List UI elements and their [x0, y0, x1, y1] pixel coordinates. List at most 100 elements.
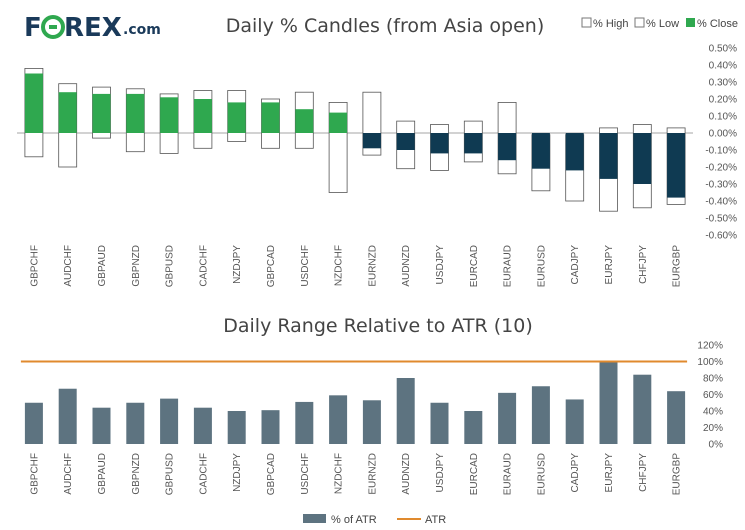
atr-x-tick-label: NZDCHF [334, 453, 345, 494]
candle-x-tick-label: NZDJPY [232, 245, 243, 284]
atr-x-tick-label: USDJPY [435, 453, 446, 493]
candle-y-tick-label: 0.00% [709, 129, 737, 140]
candle-chart-title: Daily % Candles (from Asia open) [226, 15, 544, 37]
candle-x-tick-label: USDJPY [435, 245, 446, 285]
atr-x-tick-label: GBPCAD [266, 453, 277, 495]
candle-y-tick-label: 0.20% [709, 95, 737, 106]
candle-close-nzdchf [329, 112, 348, 133]
candle-close-usdchf [295, 109, 314, 133]
atr-chart-title: Daily Range Relative to ATR (10) [223, 315, 533, 337]
candle-x-tick-label: EURJPY [604, 245, 615, 285]
atr-bar-chfjpy [633, 374, 652, 444]
atr-y-tick-label: 80% [703, 374, 723, 385]
legend-close-label: % Close [697, 18, 738, 30]
atr-x-tick-label: GBPUSD [165, 453, 176, 495]
atr-bar-audnzd [396, 378, 415, 444]
candle-close-eurgbp [667, 133, 686, 198]
candle-x-tick-label: GBPNZD [131, 245, 142, 287]
candle-close-gbpusd [160, 97, 179, 133]
logo-text-f: F [24, 13, 42, 43]
candle-close-nzdjpy [227, 102, 246, 133]
candle-close-cadchf [193, 99, 212, 133]
candle-close-cadjpy [565, 133, 584, 171]
candle-close-eurnzd [362, 133, 381, 149]
candle-y-tick-label: -0.30% [705, 180, 737, 191]
candle-y-tick-label: -0.40% [705, 197, 737, 208]
candle-y-tick-label: 0.10% [709, 112, 737, 123]
candle-x-tick-label: GBPAUD [97, 245, 108, 287]
atr-bar-series [24, 362, 686, 444]
candle-x-tick-label: CADJPY [570, 245, 581, 285]
logo-text-suffix: .com [123, 22, 161, 38]
legend-high-label: % High [593, 18, 628, 30]
candle-y-tick-label: -0.10% [705, 146, 737, 157]
candle-y-tick-label: 0.30% [709, 78, 737, 89]
atr-bar-eurjpy [599, 362, 618, 444]
atr-bar-eurnzd [362, 400, 381, 444]
atr-x-tick-label: GBPAUD [97, 453, 108, 495]
candle-close-gbpcad [261, 102, 280, 133]
atr-legend: % of ATR ATR [303, 514, 446, 526]
candle-close-audnzd [396, 133, 415, 150]
atr-x-tick-label: EURUSD [536, 453, 547, 495]
atr-x-tick-label: CADJPY [570, 453, 581, 493]
candle-close-eurjpy [599, 133, 618, 179]
candle-x-tick-label: EURNZD [367, 245, 378, 287]
candle-y-tick-label: 0.50% [709, 44, 737, 55]
candle-x-tick-label: GBPCAD [266, 245, 277, 287]
atr-x-tick-label: GBPCHF [29, 453, 40, 495]
candle-x-tick-label: EURAUD [503, 245, 514, 287]
atr-bar-gbpusd [160, 398, 179, 444]
candle-y-tick-label: -0.60% [705, 231, 737, 242]
candle-x-tick-label: EURCAD [469, 245, 480, 287]
candle-x-tick-label: USDCHF [300, 245, 311, 287]
atr-y-axis: 120% 100% 80% 60% 40% 20% 0% [697, 341, 723, 451]
candle-close-eurusd [531, 133, 550, 169]
candle-x-tick-label: AUDCHF [63, 245, 74, 287]
legend-low-label: % Low [646, 18, 679, 30]
atr-bar-eurusd [531, 386, 550, 444]
atr-x-tick-label: USDCHF [300, 453, 311, 495]
atr-x-tick-label: NZDJPY [232, 453, 243, 492]
atr-bar-usdchf [295, 401, 314, 444]
candle-y-tick-label: -0.50% [705, 214, 737, 225]
atr-bar-nzdchf [329, 395, 348, 444]
candle-close-euraud [498, 133, 517, 161]
atr-bar-gbpcad [261, 410, 280, 444]
atr-x-tick-label: EURJPY [604, 453, 615, 493]
candle-close-gbpaud [92, 93, 111, 133]
candle-x-tick-label: EURGBP [672, 245, 683, 288]
atr-bar-euraud [498, 392, 517, 444]
legend-atr-bar-swatch [303, 514, 326, 523]
atr-y-tick-label: 100% [697, 357, 723, 368]
candle-x-tick-label: EURUSD [536, 245, 547, 287]
atr-y-tick-label: 0% [709, 440, 724, 451]
atr-y-tick-label: 120% [697, 341, 723, 352]
candle-y-tick-label: 0.40% [709, 61, 737, 72]
candle-x-tick-label: GBPUSD [165, 245, 176, 287]
legend-high-swatch [581, 17, 592, 28]
legend-low-swatch [634, 17, 645, 28]
atr-bar-eurcad [464, 411, 483, 444]
candle-y-axis: 0.50% 0.40% 0.30% 0.20% 0.10% 0.00% -0.10% -0.2… [705, 44, 737, 242]
candle-legend: % High % Low % Close [581, 17, 738, 30]
candle-close-usdjpy [430, 133, 449, 154]
atr-x-tick-label: GBPNZD [131, 453, 142, 495]
candle-series [24, 68, 686, 212]
candle-x-tick-label: CADCHF [198, 245, 209, 287]
atr-bar-gbpnzd [126, 402, 145, 444]
atr-y-tick-label: 40% [703, 407, 723, 418]
candle-close-chfjpy [633, 133, 652, 184]
candle-close-gbpchf [24, 73, 43, 133]
candle-close-eurcad [464, 133, 483, 154]
candle-x-tick-label: CHFJPY [638, 245, 649, 284]
candle-close-audchf [58, 92, 77, 133]
logo-o-icon [41, 15, 65, 39]
logo-text-rex: REX [64, 13, 122, 43]
atr-x-tick-label: CHFJPY [638, 453, 649, 492]
atr-x-tick-label: EURAUD [503, 453, 514, 495]
atr-x-tick-label: EURCAD [469, 453, 480, 495]
atr-bar-cadjpy [565, 399, 584, 444]
candle-x-tick-label: GBPCHF [29, 245, 40, 287]
